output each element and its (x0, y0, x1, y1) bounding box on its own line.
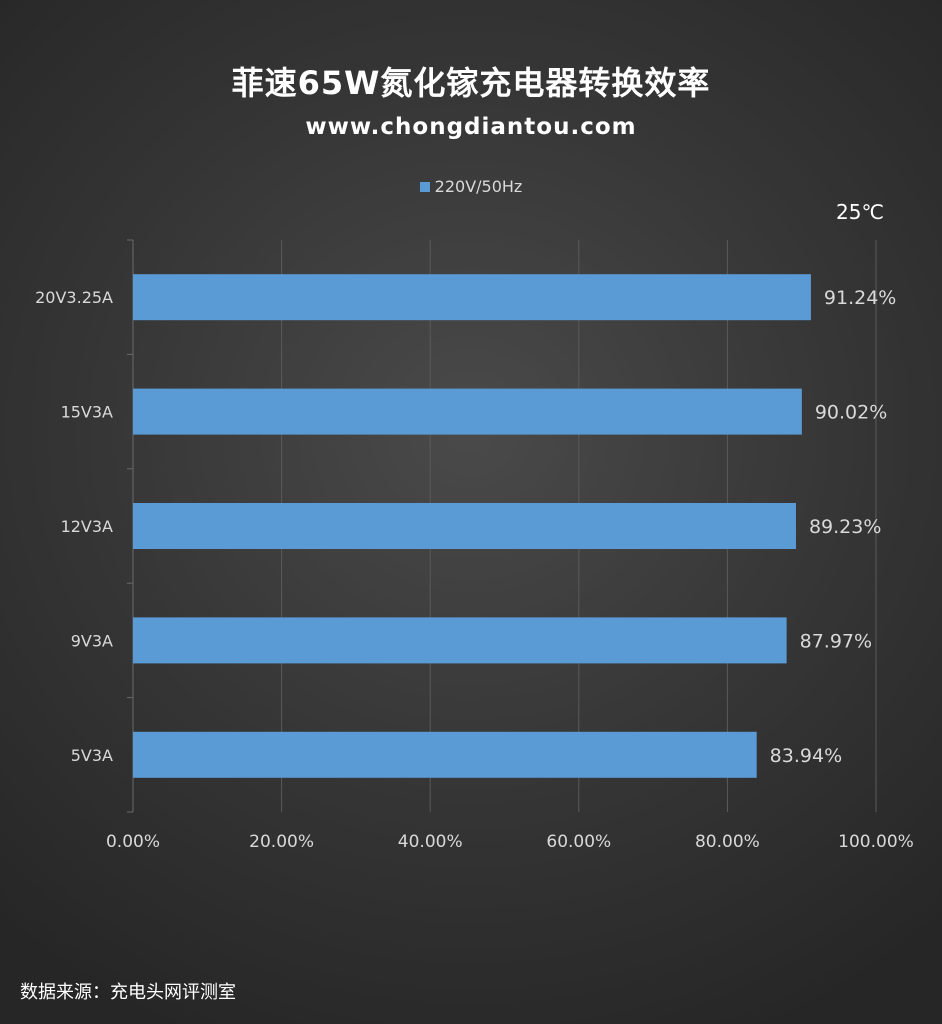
bar (133, 503, 796, 549)
bar (133, 388, 802, 435)
bar (133, 617, 787, 664)
bar-data-label: 90.02% (815, 402, 887, 424)
data-source: 数据来源：充电头网评测室 (20, 982, 236, 1003)
y-category-label: 9V3A (71, 631, 113, 650)
chart-title: 菲速65W氮化镓充电器转换效率 (231, 64, 711, 102)
legend-swatch (419, 182, 430, 192)
y-category-label: 20V3.25A (35, 288, 113, 307)
bar-data-label: 83.94% (770, 745, 842, 767)
y-category-label: 12V3A (61, 517, 113, 536)
bar (133, 731, 757, 778)
legend: 220V/50Hz (0, 177, 942, 196)
x-tick-label: 20.00% (249, 832, 314, 852)
legend-label: 220V/50Hz (434, 177, 523, 196)
x-tick-label: 60.00% (546, 832, 611, 852)
x-tick-label: 40.00% (398, 832, 463, 852)
bar (133, 274, 811, 321)
x-tick-label: 80.00% (695, 832, 760, 852)
bar-data-label: 91.24% (824, 287, 896, 309)
bar-data-label: 87.97% (800, 630, 872, 652)
temperature-label: 25℃ (836, 200, 884, 224)
chart-subtitle: www.chongdiantou.com (305, 114, 637, 140)
x-tick-label: 0.00% (106, 832, 160, 852)
y-category-label: 15V3A (61, 403, 113, 422)
bar-data-label: 89.23% (809, 516, 881, 538)
y-category-label: 5V3A (71, 746, 113, 765)
x-tick-label: 100.00% (838, 832, 914, 852)
